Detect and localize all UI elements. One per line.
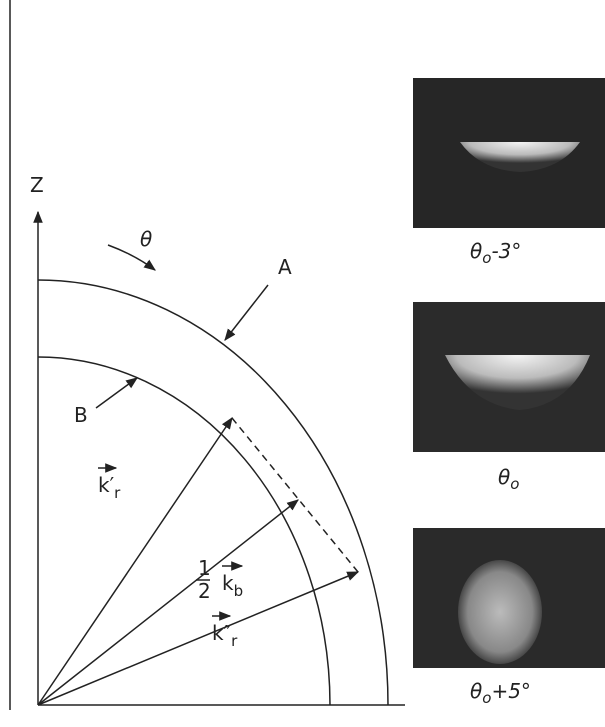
photo-label: θo-3° — [470, 239, 521, 267]
dashed-line — [232, 418, 358, 572]
fraction-denominator: 2 — [198, 579, 211, 603]
label-part: o — [510, 475, 519, 493]
label-part: k — [98, 473, 110, 497]
vector-label: kb — [222, 571, 243, 600]
arrow-a — [225, 285, 268, 340]
label-part: r — [231, 632, 238, 650]
rotation-label: θ — [140, 227, 152, 251]
label-part: k — [222, 571, 234, 595]
vector-label: k″r — [212, 621, 238, 650]
label-part: o — [482, 689, 491, 707]
label-part: θ — [498, 465, 510, 489]
fraction-numerator: 1 — [198, 556, 211, 580]
label-part: -3° — [491, 239, 521, 263]
axis-label: Z — [30, 173, 44, 197]
photo-label: θo+5° — [470, 679, 531, 707]
vector-label: k′r — [98, 473, 121, 502]
vector — [38, 500, 298, 705]
label-part: ″ — [224, 621, 231, 645]
label-part: θ — [470, 679, 482, 703]
photo-glow — [458, 560, 542, 664]
curve-label: B — [74, 403, 88, 427]
arrow-b — [96, 378, 137, 408]
label-part: r — [114, 484, 121, 502]
label-part: k — [212, 621, 224, 645]
label-part: b — [234, 582, 244, 600]
label-part: +5° — [491, 679, 530, 703]
curve-label: A — [278, 255, 292, 279]
label-part: θ — [470, 239, 482, 263]
figure: Z θ A B k′r 1 2 kb k″r θo-3° θo θo+5° — [0, 0, 605, 727]
photo-label: θo — [498, 465, 519, 493]
label-part: o — [482, 249, 491, 267]
